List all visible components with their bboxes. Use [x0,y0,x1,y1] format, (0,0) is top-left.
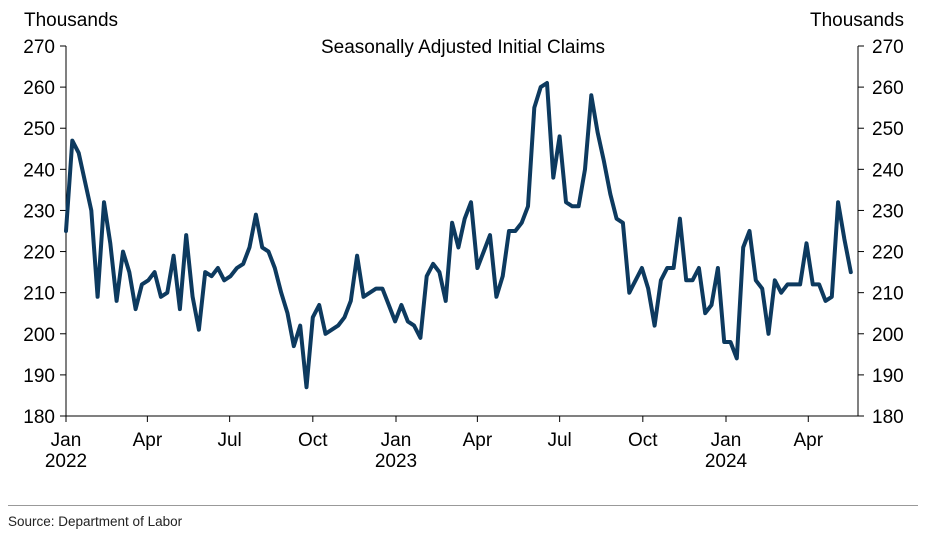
x-tick-label: Apr [133,430,163,451]
y-tick-label-right: 260 [872,78,904,99]
y-tick-label-right: 200 [872,325,904,346]
line-chart: Seasonally Adjusted Initial Claims Thous… [23,10,904,472]
y-tick-label-right: 210 [872,284,904,305]
x-tick-year-label: 2024 [705,451,748,472]
x-tick-label: Oct [298,430,328,451]
series-layer [64,81,853,390]
y-tick-label-left: 220 [23,243,55,264]
y-tick-label-left: 210 [23,284,55,305]
axes: 180 180 190 190 200 200 210 210 220 220 230 230 240 2… [23,37,903,472]
y-tick-label-right: 270 [872,37,904,58]
footer-divider [8,505,918,506]
source-note: Source: Department of Labor [8,514,183,529]
x-tick-label: Jan [51,430,82,451]
y-axis-unit-left: Thousands [24,10,118,31]
y-tick-label-right: 190 [872,366,904,387]
x-tick-year-label: 2023 [375,451,417,472]
y-tick-label-left: 240 [23,160,55,181]
y-tick-label-left: 230 [23,201,55,222]
x-tick-label: Jan [711,430,742,451]
y-tick-label-right: 230 [872,201,904,222]
x-tick-year-label: 2022 [45,451,87,472]
chart-title: Seasonally Adjusted Initial Claims [321,37,605,58]
y-axis-unit-right: Thousands [810,10,904,31]
x-tick-label: Apr [793,430,823,451]
y-tick-label-left: 260 [23,78,55,99]
x-tick-label: Jul [217,430,241,451]
series-line-initial-claims [64,81,853,390]
y-tick-label-right: 240 [872,160,904,181]
y-tick-label-left: 200 [23,325,55,346]
y-tick-label-left: 180 [23,407,55,428]
y-tick-label-right: 220 [872,243,904,264]
x-tick-label: Jan [381,430,412,451]
y-tick-label-left: 190 [23,366,55,387]
x-tick-label: Oct [628,430,658,451]
x-tick-label: Jul [547,430,571,451]
y-tick-label-right: 250 [872,119,904,140]
y-tick-label-left: 250 [23,119,55,140]
y-tick-label-right: 180 [872,407,904,428]
y-tick-label-left: 270 [23,37,55,58]
x-tick-label: Apr [463,430,493,451]
